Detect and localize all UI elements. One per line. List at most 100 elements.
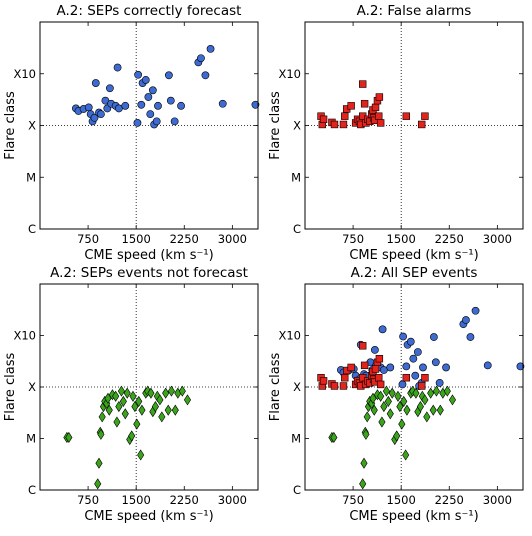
data-point-square [339,382,348,390]
data-point-circle [462,316,470,324]
data-point-diamond [115,401,123,413]
data-point-circle [378,325,387,334]
y-tick-label: C [293,483,301,497]
x-tick-label: 2250 [170,493,199,507]
data-point-diamond [113,416,121,428]
data-point-square [360,100,369,108]
data-point-square [339,120,348,129]
data-point-circle [105,84,114,93]
x-tick-label: 3000 [218,232,247,246]
data-point-diamond [421,394,429,406]
data-point-circle [206,45,215,53]
data-point-circle [251,100,260,109]
data-point-circle [177,101,185,110]
data-point-diamond [117,385,125,397]
data-point-circle [218,99,227,108]
data-point-circle [197,54,205,63]
data-point-diamond [423,411,431,423]
y-tick-label: X10 [13,329,36,343]
data-point-square [319,377,328,385]
data-point-circle [406,337,415,346]
data-point-square [359,342,367,350]
y-tick-label: X10 [13,67,36,81]
x-tick-label: 3000 [483,232,512,246]
y-axis-label: Flare class [3,353,18,422]
data-point-diamond [128,430,136,442]
y-tick-label: X [28,380,36,394]
data-point-circle [84,103,93,112]
x-tick-label: 750 [342,493,364,507]
x-tick-label: 2250 [170,232,199,246]
data-point-circle [411,371,420,380]
data-point-square [376,380,385,389]
data-point-square [341,112,349,120]
data-point-diamond [380,401,388,413]
data-point-square [375,112,383,120]
data-point-diamond [104,392,112,404]
x-axis-label: CME speed (km s⁻¹) [84,248,213,263]
data-point-circle [466,333,475,341]
y-tick-label: C [28,222,36,236]
data-point-diamond [167,385,175,397]
data-point-diamond [400,395,408,407]
data-point-square [371,365,380,373]
x-tick-label: 3000 [483,493,512,507]
data-point-circle [386,363,395,372]
x-tick-label: 750 [342,232,364,246]
data-point-circle [409,354,418,363]
y-axis-label: Flare class [3,91,18,160]
data-point-diamond [377,390,385,402]
data-point-diamond [138,404,146,416]
y-tick-label: C [293,222,301,236]
data-point-diamond [147,387,155,399]
data-point-diamond [94,478,102,490]
data-point-circle [134,70,142,79]
y-tick-label: X10 [278,329,301,343]
data-point-square [359,80,367,88]
data-point-circle [137,100,146,109]
data-point-circle [113,63,122,72]
data-point-square [421,374,429,382]
x-tick-label: 2250 [435,232,464,246]
data-point-diamond [112,390,120,402]
data-point-square [360,361,369,370]
data-point-circle [398,380,407,389]
y-tick-label: C [28,483,36,497]
data-point-circle [90,113,99,122]
chart-title: A.2: SEPs events not forecast [50,265,248,281]
data-point-diamond [448,394,457,406]
panel-2: A.2: False alarms 750 1500 2250 3000 C M X X10 CM… [268,3,524,263]
data-point-square [376,119,385,127]
panel-3: A.2: SEPs events not forecast 750 1500 2250… [3,265,259,524]
data-point-diamond [135,395,143,407]
data-point-circle [91,79,100,87]
data-point-diamond [394,390,402,402]
y-tick-label: M [291,432,301,446]
data-point-diamond [378,416,386,428]
data-point-diamond [427,387,435,399]
data-point-circle [413,348,422,356]
data-point-diamond [97,428,105,440]
data-point-square [319,115,328,123]
data-point-diamond [393,430,401,442]
data-point-diamond [119,395,127,407]
data-point-circle [170,117,179,126]
data-point-circle [399,332,407,341]
data-point-diamond [384,395,392,407]
data-point-circle [370,346,379,354]
data-point-circle [431,358,440,367]
data-point-square [330,382,339,390]
data-point-diamond [131,401,139,413]
x-tick-label: 1500 [122,493,151,507]
y-axis-label: Flare class [268,353,283,422]
x-tick-label: 1500 [387,232,416,246]
data-point-diamond [178,385,186,397]
data-point-circle [442,363,450,372]
data-point-diamond [129,390,137,402]
panel-4: A.2: All SEP events 750 1500 2250 3000 C M X X10… [268,265,525,524]
data-point-circle [152,117,161,126]
data-point-circle [516,362,525,371]
data-point-diamond [133,418,141,430]
data-point-diamond [388,387,396,399]
